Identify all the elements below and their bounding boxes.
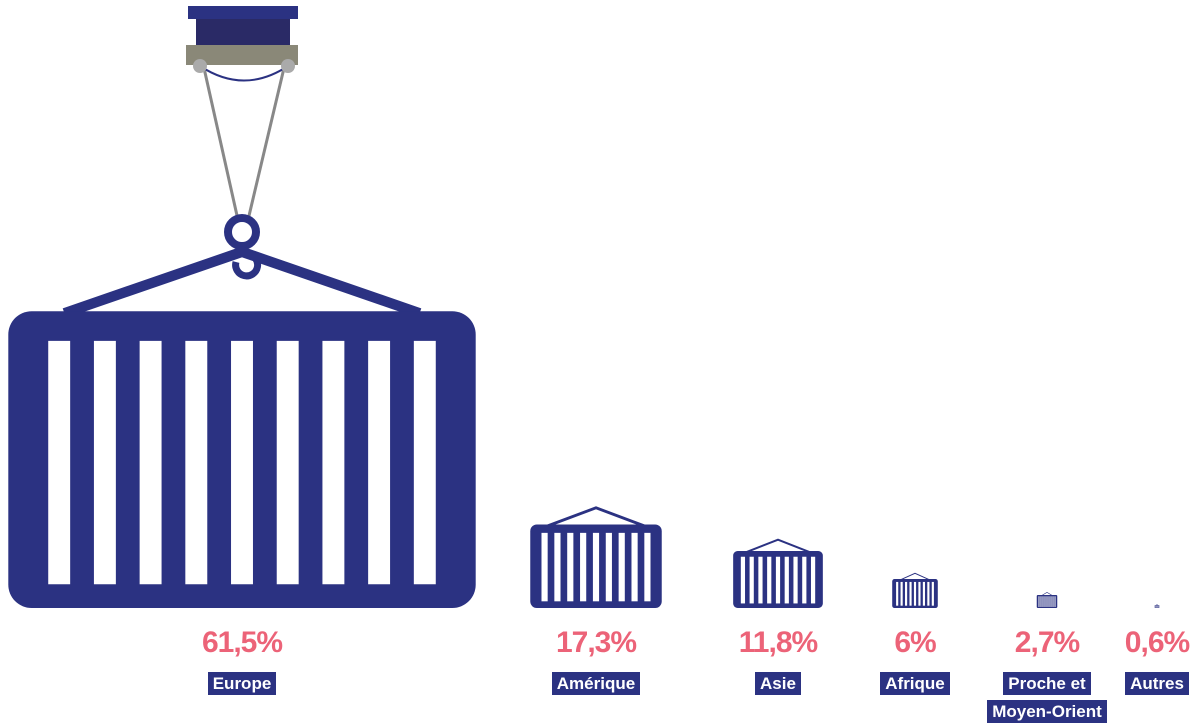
container-slat [1040, 596, 1042, 607]
value-label: 61,5% [201, 626, 283, 659]
container-slat [231, 340, 253, 585]
container-slat [413, 340, 436, 585]
value-label: 11,8% [738, 626, 818, 659]
category-label: Amérique [551, 672, 641, 695]
container-slat [1048, 596, 1050, 607]
container-slat [93, 340, 116, 585]
value-label: 0,6% [1124, 626, 1190, 659]
container-slat [592, 532, 600, 602]
container-slat [1044, 596, 1046, 607]
container-slat [48, 340, 71, 585]
container-slat [767, 556, 772, 604]
container-roof [62, 246, 422, 319]
category-label-box: Proche et Moyen-Orient [985, 670, 1109, 726]
container-slat [139, 340, 162, 585]
container [892, 572, 938, 608]
container [530, 506, 662, 608]
container-slat [322, 340, 345, 585]
container-slat [185, 340, 208, 585]
container-slat [927, 581, 930, 606]
container-slat [802, 556, 807, 604]
container-slat [1046, 596, 1048, 607]
container-slat [922, 581, 925, 606]
category-label: Europe [207, 672, 277, 695]
container-slat [749, 556, 754, 604]
container-slat [644, 532, 651, 602]
container-slat [909, 581, 912, 606]
container-slat [631, 532, 638, 602]
category-label-box: Afrique [853, 670, 977, 698]
container-slat [793, 556, 798, 604]
container-slat [580, 532, 587, 602]
container-slat [740, 556, 746, 604]
value-label: 2,7% [1014, 626, 1080, 659]
container-slat [1038, 596, 1040, 607]
container [1154, 603, 1160, 608]
value-label: 17,3% [555, 626, 637, 659]
container-slat [605, 532, 612, 602]
container-slat [1050, 596, 1052, 607]
crane [186, 6, 298, 280]
container-slat [810, 556, 816, 604]
container-slat [918, 581, 921, 606]
category-label-box: Amérique [534, 670, 658, 698]
container-slat [775, 556, 781, 604]
category-label: Afrique [880, 672, 950, 695]
container-slat [896, 581, 899, 606]
container-slat [913, 581, 917, 606]
container-roof [545, 506, 647, 528]
container-slat [618, 532, 625, 602]
category-label: Autres [1125, 672, 1189, 695]
container-slat [931, 581, 934, 606]
container-roof [743, 538, 813, 554]
container-slat [905, 581, 908, 606]
container-slat [1054, 596, 1056, 607]
container-slat [784, 556, 789, 604]
category-label-box: Europe [180, 670, 304, 698]
container-slat [541, 532, 548, 602]
container [733, 538, 823, 608]
container-slat [554, 532, 561, 602]
category-label-box: Asie [716, 670, 840, 698]
container-roof [897, 572, 933, 582]
container-slat [276, 340, 299, 585]
container-slat [567, 532, 574, 602]
container-slat [1042, 596, 1044, 607]
container-slat [900, 581, 903, 606]
category-label-box: Autres [1095, 670, 1197, 698]
container [8, 246, 476, 608]
container-slat [1052, 596, 1054, 607]
container-slat [368, 340, 391, 585]
container-slat [758, 556, 763, 604]
category-label: Asie [755, 672, 801, 695]
category-label: Proche et Moyen-Orient [987, 672, 1107, 723]
value-label: 6% [894, 626, 936, 659]
container [1036, 592, 1058, 608]
